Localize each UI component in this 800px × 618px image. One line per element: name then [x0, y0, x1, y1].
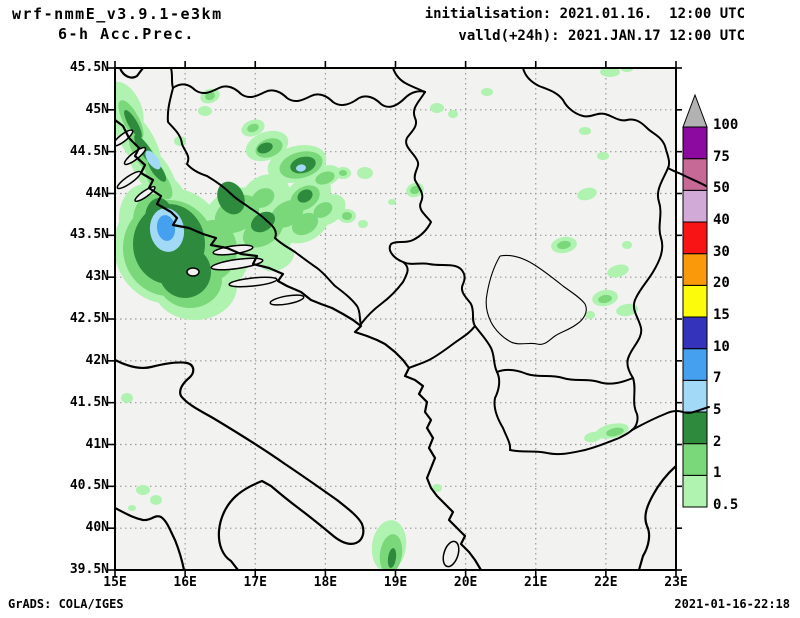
country-borders [166, 67, 710, 456]
colorbar-segment [682, 411, 708, 445]
initialisation-time: initialisation: 2021.01.16. 12:00 UTC [424, 6, 745, 22]
colorbar-segment [682, 348, 708, 381]
colorbar [682, 93, 708, 508]
map-frame-and-ticks [108, 61, 682, 577]
east-adriatic-coast [115, 118, 483, 570]
coastlines [115, 68, 676, 570]
product-title: 6-h Acc.Prec. [58, 25, 195, 43]
italy-adriatic-coast [115, 358, 365, 570]
serbia-macedonia-border [496, 368, 634, 385]
valid-time: valld(+24h): 2021.JAN.17 12:00 UTC [458, 28, 745, 44]
serbia-bulgaria-border [626, 167, 669, 379]
bosnia-montenegro-border [360, 261, 409, 325]
colorbar-overflow-arrow [682, 93, 708, 128]
colorbar-segment [682, 284, 708, 318]
sava-croatia-bosnia-north-border [172, 83, 426, 108]
map-frame [114, 67, 677, 571]
colorbar-segment [682, 474, 708, 508]
aegean-coast [637, 464, 676, 570]
serbia-romania-border [522, 67, 707, 187]
kosovo-border [485, 254, 587, 345]
colorbar-segment [682, 126, 708, 160]
italy-tyrrhenian-coast [115, 506, 186, 570]
drina-bosnia-serbia-border [388, 91, 476, 327]
greece-bulgaria-border [631, 406, 710, 431]
creation-timestamp: 2021-01-16-22:18 [674, 597, 790, 611]
grads-credit: GrADS: COLA/IGES [8, 597, 124, 611]
slovenia-croatia-bosnia-border [166, 67, 362, 325]
colorbar-segment [682, 316, 708, 350]
colorbar-segment [682, 221, 708, 255]
albania-east-border [474, 325, 512, 451]
croatia-serbia-danube-border [392, 67, 426, 93]
macedonia-bulgaria-border [631, 377, 639, 431]
grid-lines [115, 68, 676, 570]
montenegro-albania-border [408, 325, 476, 369]
istria-coast-stub [118, 68, 145, 79]
colorbar-segment [682, 443, 708, 476]
model-title: wrf-nmmE_v3.9.1-e3km [12, 5, 223, 23]
colorbar-segment [682, 379, 708, 413]
colorbar-segment [682, 253, 708, 286]
colorbar-segment [682, 189, 708, 223]
greece-macedonia-border [509, 429, 633, 456]
precip-shading-medium-blue [156, 215, 176, 241]
